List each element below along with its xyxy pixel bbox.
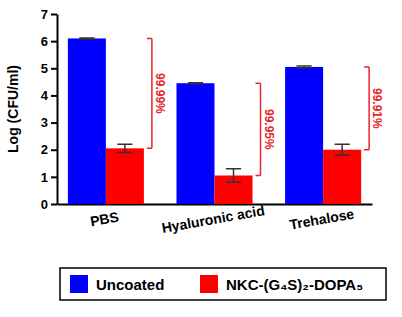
annotation-label: 99.99% [153, 73, 167, 114]
error-bar [79, 38, 94, 39]
x-tick-label: Trehalose [288, 205, 355, 232]
y-tick-mark [51, 68, 57, 70]
error-bar [188, 83, 203, 84]
error-bar [117, 144, 132, 152]
x-tick: Trehalose [288, 204, 355, 233]
legend-swatch [70, 275, 88, 293]
error-bar [226, 169, 241, 183]
plot: 0 1 2 3 4 5 6 7 PBS Hyaluronic acid Trehalose 99.99… [41, 7, 384, 236]
bar [176, 83, 214, 204]
chart: 0 1 2 3 4 5 6 7 PBS Hyaluronic acid Trehalose 99.99… [0, 0, 402, 317]
bar [285, 67, 323, 204]
legend-swatch [200, 275, 218, 293]
y-axis-line [57, 15, 59, 205]
y-tick-mark [51, 95, 57, 97]
bar [323, 150, 361, 204]
y-tick-mark [51, 41, 57, 43]
y-tick: 6 [41, 34, 57, 49]
y-tick-label: 1 [41, 170, 48, 185]
y-tick: 4 [41, 88, 57, 103]
y-tick-label: 6 [41, 34, 48, 49]
y-axis-title: Log (CFU/ml) [5, 65, 21, 153]
y-tick: 2 [41, 142, 57, 157]
y-tick-label: 0 [41, 197, 48, 212]
y-tick-mark [51, 204, 57, 206]
annotation-label: 99.95% [262, 109, 276, 150]
y-tick-label: 3 [41, 115, 48, 130]
x-tick-label: PBS [89, 209, 120, 230]
legend: Uncoated NKC-(G₄S)₂-DOPA₅ [60, 268, 386, 300]
legend-box [60, 268, 386, 300]
y-tick: 1 [41, 170, 57, 185]
bar [68, 38, 106, 204]
marks [68, 38, 369, 204]
x-tick-label: Hyaluronic acid [160, 202, 265, 236]
annotation-bracket [147, 38, 152, 148]
y-tick-mark [51, 149, 57, 151]
y-tick: 3 [41, 115, 57, 130]
y-tick-label: 5 [41, 61, 48, 76]
x-tick: Hyaluronic acid [160, 202, 265, 236]
legend-label: Uncoated [96, 276, 164, 293]
y-tick: 0 [41, 197, 57, 212]
y-tick-label: 4 [41, 88, 49, 103]
x-tick: PBS [89, 204, 120, 229]
legend-label: NKC-(G₄S)₂-DOPA₅ [226, 276, 363, 293]
y-tick-label: 7 [41, 7, 48, 22]
x-axis: PBS Hyaluronic acid Trehalose [58, 202, 373, 236]
y-tick: 7 [41, 7, 57, 22]
y-tick-mark [51, 176, 57, 178]
error-bar [297, 66, 312, 68]
annotations: 99.99% 99.95% 99.91% [153, 73, 384, 150]
y-tick-mark [51, 122, 57, 124]
y-tick-mark [51, 14, 57, 16]
y-axis: 0 1 2 3 4 5 6 7 [41, 7, 58, 212]
y-tick-label: 2 [41, 142, 48, 157]
annotation-label: 99.91% [370, 88, 384, 129]
error-bar [335, 144, 350, 155]
annotation-bracket [364, 67, 369, 150]
bar [106, 148, 144, 204]
annotation-bracket [256, 83, 261, 175]
y-tick: 5 [41, 61, 57, 76]
